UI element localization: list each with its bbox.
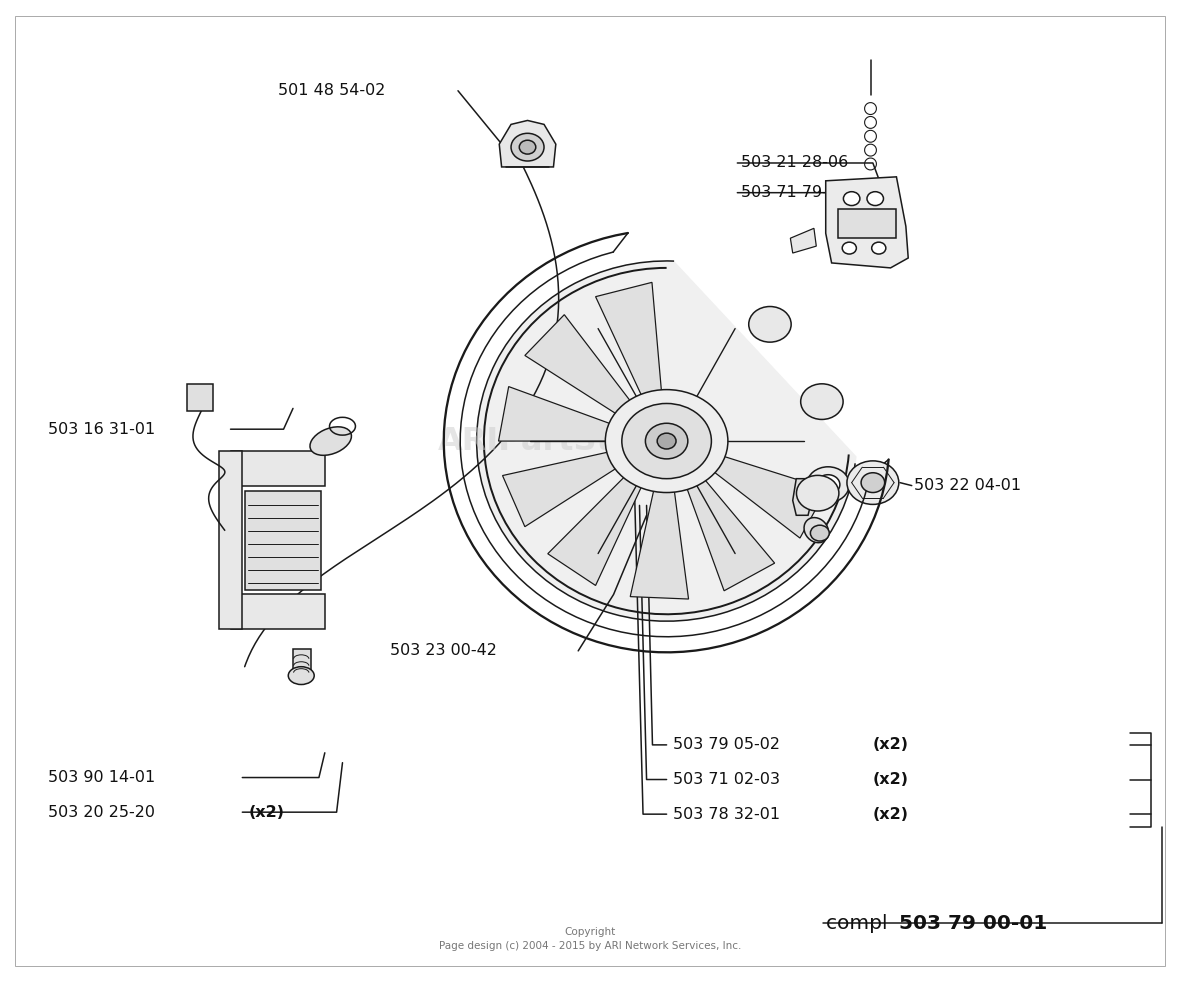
Bar <box>838 208 897 238</box>
Circle shape <box>657 433 676 449</box>
Circle shape <box>645 423 688 459</box>
Text: 503 79 00-01: 503 79 00-01 <box>899 914 1047 933</box>
Polygon shape <box>596 282 662 398</box>
Circle shape <box>519 141 536 154</box>
Polygon shape <box>525 315 632 415</box>
Text: (x2): (x2) <box>873 737 909 752</box>
Bar <box>293 649 310 674</box>
Circle shape <box>622 403 712 479</box>
Polygon shape <box>503 451 618 526</box>
Text: 503 16 31-01: 503 16 31-01 <box>48 422 155 437</box>
Text: 503 78 32-01: 503 78 32-01 <box>673 807 780 822</box>
Polygon shape <box>712 455 827 538</box>
Ellipse shape <box>310 427 352 455</box>
Text: 503 21 28-06: 503 21 28-06 <box>741 156 848 170</box>
Text: (x2): (x2) <box>873 772 909 787</box>
Text: 503 20 25-20: 503 20 25-20 <box>48 805 155 820</box>
Circle shape <box>817 475 840 495</box>
Text: 503 90 14-01: 503 90 14-01 <box>48 770 155 785</box>
Text: 503 22 04-01: 503 22 04-01 <box>914 478 1021 494</box>
Circle shape <box>796 476 839 511</box>
Text: 501 48 54-02: 501 48 54-02 <box>277 83 385 98</box>
Circle shape <box>807 467 850 502</box>
Polygon shape <box>499 121 556 166</box>
Circle shape <box>847 461 899 504</box>
Bar <box>186 384 212 411</box>
Text: ARIPartStore: ARIPartStore <box>438 425 671 457</box>
Polygon shape <box>826 176 909 268</box>
Text: 503 79 05-02: 503 79 05-02 <box>673 737 780 752</box>
Text: 503 71 79-01: 503 71 79-01 <box>741 185 848 200</box>
Circle shape <box>843 242 857 254</box>
Circle shape <box>801 384 843 419</box>
Text: compl: compl <box>826 914 893 933</box>
Polygon shape <box>630 488 689 599</box>
Bar <box>218 451 242 629</box>
Bar <box>244 491 321 590</box>
Circle shape <box>605 389 728 493</box>
Circle shape <box>749 306 791 342</box>
Polygon shape <box>548 475 643 586</box>
Polygon shape <box>498 386 614 441</box>
Polygon shape <box>477 261 856 621</box>
Circle shape <box>861 473 885 493</box>
Text: (x2): (x2) <box>248 805 284 820</box>
Circle shape <box>872 242 886 254</box>
Ellipse shape <box>804 517 828 543</box>
Text: 503 71 02-03: 503 71 02-03 <box>673 772 780 787</box>
Bar <box>230 595 324 629</box>
Text: Copyright
Page design (c) 2004 - 2015 by ARI Network Services, Inc.: Copyright Page design (c) 2004 - 2015 by… <box>439 927 741 950</box>
Polygon shape <box>686 478 774 591</box>
Circle shape <box>867 191 884 205</box>
Circle shape <box>511 134 544 161</box>
Polygon shape <box>793 479 812 515</box>
Circle shape <box>844 191 860 205</box>
Bar <box>230 451 324 486</box>
Polygon shape <box>791 228 817 253</box>
Circle shape <box>811 525 830 541</box>
Ellipse shape <box>288 667 314 685</box>
Text: (x2): (x2) <box>873 807 909 822</box>
Text: 503 23 00-42: 503 23 00-42 <box>389 643 497 658</box>
